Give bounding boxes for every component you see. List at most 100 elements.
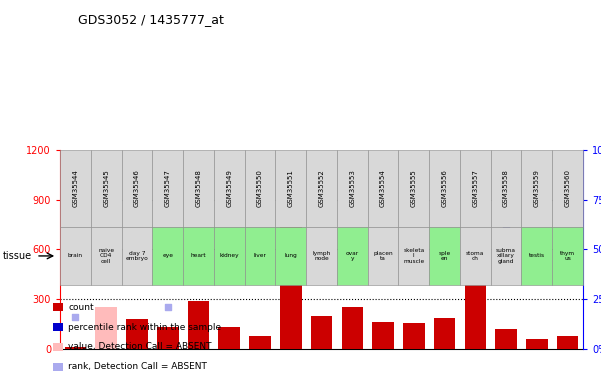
Text: stoma
ch: stoma ch [466, 251, 484, 261]
Text: GSM35547: GSM35547 [165, 170, 171, 207]
Text: eye: eye [162, 254, 173, 258]
Text: value, Detection Call = ABSENT: value, Detection Call = ABSENT [69, 342, 212, 351]
Bar [490, 227, 522, 285]
Text: GSM35560: GSM35560 [564, 170, 570, 207]
Bar [121, 227, 153, 285]
Bar [275, 227, 306, 285]
Bar [398, 227, 429, 285]
Text: lung: lung [284, 254, 297, 258]
Bar [245, 150, 275, 227]
Text: GDS3052 / 1435777_at: GDS3052 / 1435777_at [78, 13, 224, 26]
Text: count: count [69, 303, 94, 312]
Bar [403, 323, 424, 349]
Bar [126, 319, 148, 349]
Bar [552, 150, 583, 227]
Text: GSM35549: GSM35549 [226, 170, 232, 207]
Bar [522, 227, 552, 285]
Bar [460, 227, 490, 285]
Bar [188, 301, 209, 349]
Bar [552, 227, 583, 285]
Text: GSM35551: GSM35551 [288, 170, 294, 207]
Bar [280, 186, 302, 349]
Bar [53, 323, 63, 331]
Bar [337, 150, 368, 227]
Bar [522, 150, 552, 227]
Bar [368, 227, 398, 285]
Text: GSM35552: GSM35552 [319, 170, 325, 207]
Bar [341, 308, 363, 349]
Bar [557, 336, 578, 349]
Bar [53, 363, 63, 371]
Point [132, 232, 142, 238]
Bar [53, 343, 63, 351]
Text: liver: liver [254, 254, 266, 258]
Point [501, 226, 511, 232]
Bar [429, 150, 460, 227]
Bar [214, 227, 245, 285]
Text: day 7
embryо: day 7 embryо [126, 251, 148, 261]
Bar [368, 150, 398, 227]
Text: naive
CD4
cell: naive CD4 cell [98, 248, 114, 264]
Bar [306, 227, 337, 285]
Point [471, 163, 480, 169]
Text: heart: heart [191, 254, 206, 258]
Point [409, 205, 419, 211]
Point [71, 314, 81, 320]
Text: GSM35559: GSM35559 [534, 170, 540, 207]
Text: percentile rank within the sample: percentile rank within the sample [69, 322, 222, 332]
Bar [434, 318, 456, 349]
Bar [153, 150, 183, 227]
Text: rank, Detection Call = ABSENT: rank, Detection Call = ABSENT [69, 362, 207, 371]
Text: skeleta
l
muscle: skeleta l muscle [403, 248, 424, 264]
Text: GSM35558: GSM35558 [503, 170, 509, 207]
Bar [526, 339, 548, 349]
Text: thym
us: thym us [560, 251, 575, 261]
Text: GSM35550: GSM35550 [257, 170, 263, 207]
Point [194, 201, 203, 207]
Bar [311, 316, 332, 349]
Text: GSM35544: GSM35544 [73, 170, 79, 207]
Bar [157, 327, 178, 349]
Bar [183, 150, 214, 227]
Bar [398, 150, 429, 227]
Bar [219, 327, 240, 349]
Bar [429, 227, 460, 285]
Point [317, 201, 326, 207]
Bar [153, 227, 183, 285]
Bar [306, 150, 337, 227]
Bar [53, 303, 63, 312]
Text: GSM35546: GSM35546 [134, 170, 140, 207]
Bar [183, 227, 214, 285]
Bar [96, 347, 117, 349]
Bar [249, 336, 271, 349]
Bar [460, 150, 490, 227]
Bar [275, 150, 306, 227]
Text: ovar
y: ovar y [346, 251, 359, 261]
Point [563, 260, 572, 266]
Text: GSM35556: GSM35556 [442, 170, 448, 207]
Bar [465, 246, 486, 349]
Text: kidney: kidney [219, 254, 239, 258]
Text: subma
xillary
gland: subma xillary gland [496, 248, 516, 264]
Text: lymph
node: lymph node [313, 251, 331, 261]
Text: GSM35557: GSM35557 [472, 170, 478, 207]
Bar [245, 227, 275, 285]
Text: GSM35548: GSM35548 [195, 170, 201, 207]
Text: tissue: tissue [3, 251, 32, 261]
Text: GSM35554: GSM35554 [380, 170, 386, 207]
Point [378, 202, 388, 208]
Bar [60, 227, 91, 285]
Bar [91, 150, 121, 227]
Bar [121, 150, 153, 227]
Bar [495, 329, 517, 349]
Bar [214, 150, 245, 227]
Bar [91, 227, 121, 285]
Text: GSM35555: GSM35555 [411, 170, 417, 207]
Text: GSM35545: GSM35545 [103, 170, 109, 207]
Point [532, 248, 542, 254]
Point [163, 304, 172, 310]
Bar [490, 150, 522, 227]
Bar [372, 322, 394, 349]
Bar [65, 347, 87, 349]
Point [440, 202, 450, 208]
